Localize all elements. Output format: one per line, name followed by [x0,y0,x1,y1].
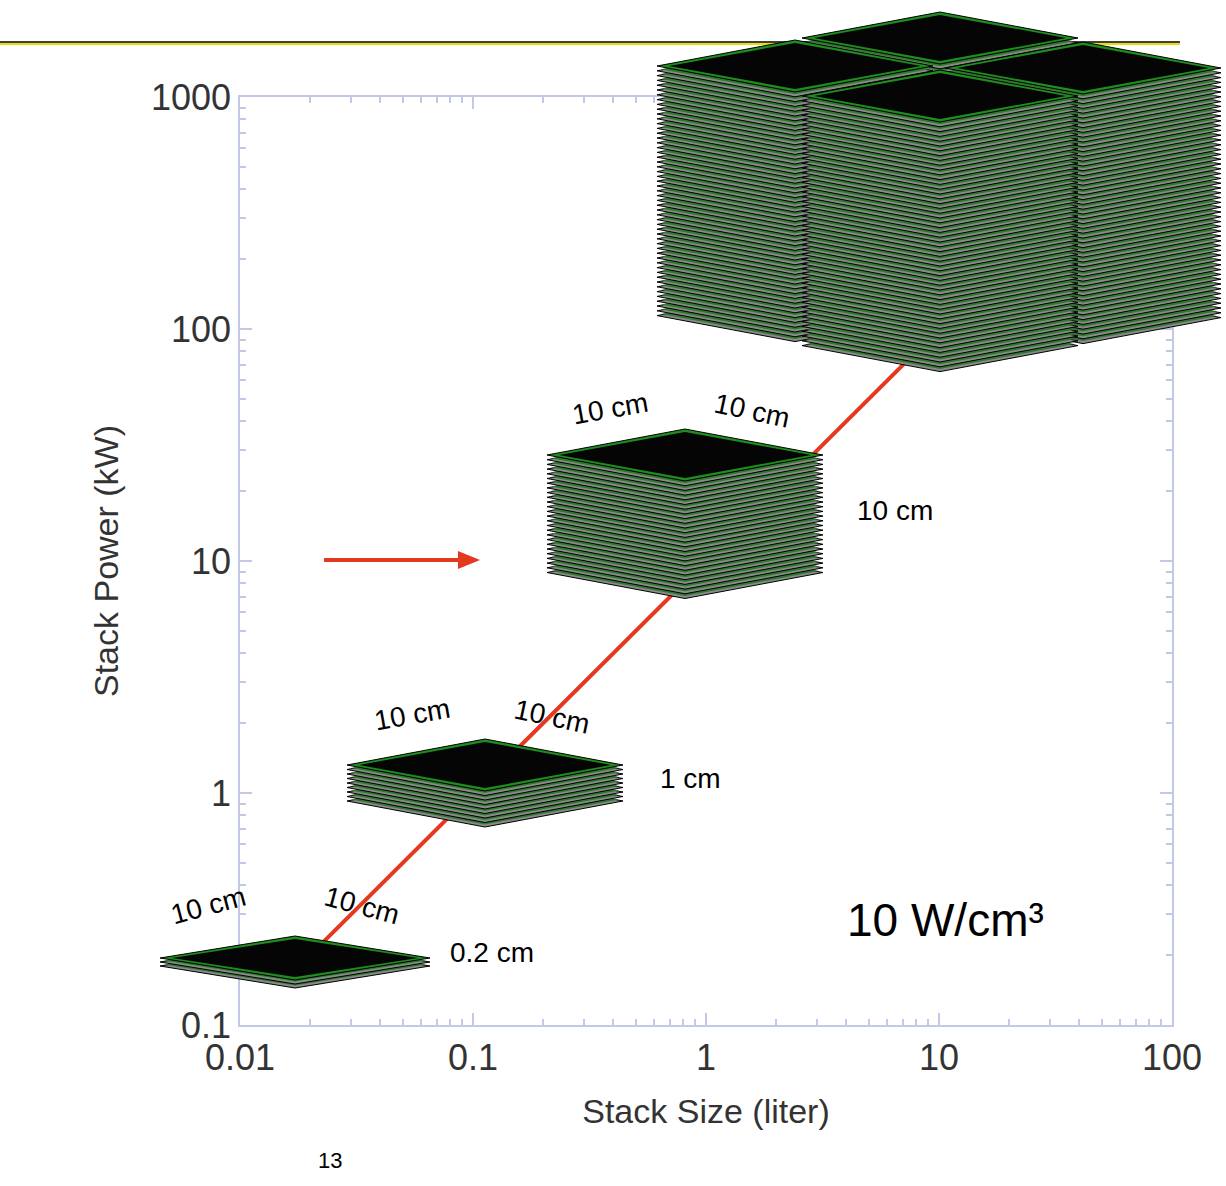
svg-text:10 cm: 10 cm [372,693,452,737]
svg-text:0.1: 0.1 [448,1037,498,1078]
svg-text:0.01: 0.01 [205,1037,275,1078]
svg-text:Stack Size (liter): Stack Size (liter) [582,1092,830,1130]
svg-text:10: 10 [191,541,231,582]
svg-text:10 cm: 10 cm [857,495,933,526]
svg-text:10 cm: 10 cm [167,881,249,931]
svg-text:13: 13 [318,1148,342,1173]
svg-text:1: 1 [211,773,231,814]
svg-text:1000: 1000 [151,77,231,118]
svg-text:10 cm: 10 cm [570,387,650,431]
svg-text:10 cm: 10 cm [321,881,403,931]
svg-text:1 cm: 1 cm [660,763,721,794]
svg-text:10 cm: 10 cm [512,693,593,739]
svg-text:10 W/cm³: 10 W/cm³ [847,894,1044,946]
svg-text:0.1: 0.1 [181,1005,231,1046]
svg-text:Stack Power (kW): Stack Power (kW) [87,425,125,697]
svg-text:1: 1 [696,1037,716,1078]
svg-text:0.2 cm: 0.2 cm [450,937,534,968]
svg-text:10 cm: 10 cm [712,387,793,433]
svg-text:100: 100 [171,309,231,350]
svg-text:100: 100 [1142,1037,1202,1078]
svg-text:10: 10 [919,1037,959,1078]
